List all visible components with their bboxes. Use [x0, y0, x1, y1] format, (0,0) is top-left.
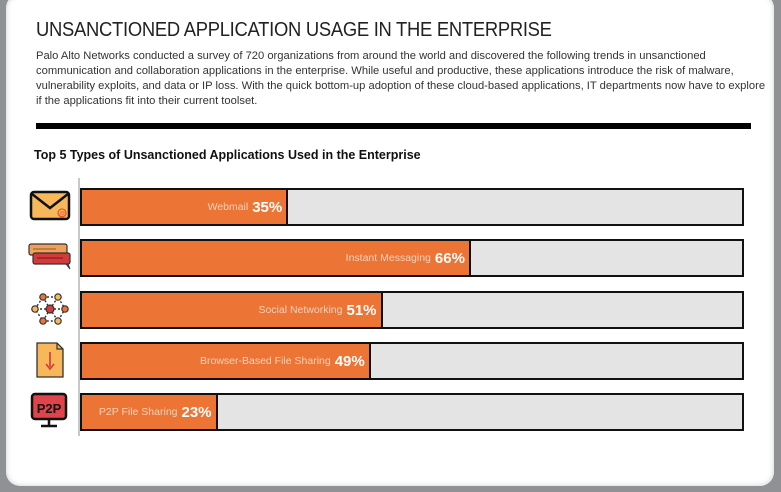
chat-bubbles-icon: [28, 243, 71, 270]
bar-track: Browser-Based File Sharing 49%: [80, 342, 744, 380]
bar-value-label: 49%: [334, 352, 365, 370]
p2p-monitor-icon: [30, 392, 68, 428]
intro-paragraph: Palo Alto Networks conducted a survey of…: [36, 50, 766, 107]
bar-track: Webmail 35%: [80, 188, 744, 226]
bar-value-label: 23%: [181, 403, 212, 421]
bar-category-label: Social Networking: [258, 304, 343, 316]
bar-category-label: Webmail: [207, 201, 249, 213]
social-network-icon: [31, 293, 69, 325]
bar-value-label: 51%: [346, 301, 377, 319]
bar: Webmail 35%: [82, 190, 289, 224]
bar-value-label: 66%: [434, 249, 465, 267]
chart-title: Top 5 Types of Unsanctioned Applications…: [34, 148, 421, 162]
bar: P2P File Sharing 23%: [82, 395, 218, 429]
bar-category-label: P2P File Sharing: [98, 406, 178, 418]
bar: Instant Messaging 66%: [82, 241, 471, 275]
page-title: UNSANCTIONED APPLICATION USAGE IN THE EN…: [36, 19, 552, 41]
bar-track: Social Networking 51%: [80, 291, 744, 329]
bar: Social Networking 51%: [82, 293, 383, 327]
bar-track: P2P File Sharing 23%: [80, 393, 744, 431]
divider: [36, 123, 751, 129]
file-download-icon: [36, 342, 64, 378]
bar-track: Instant Messaging 66%: [80, 239, 744, 277]
envelope-icon: [29, 190, 71, 221]
bar: Browser-Based File Sharing 49%: [82, 344, 371, 378]
bar-value-label: 35%: [252, 198, 283, 216]
chart-axis: [78, 178, 80, 436]
bar-category-label: Browser-Based File Sharing: [199, 355, 331, 367]
bar-category-label: Instant Messaging: [345, 252, 431, 264]
